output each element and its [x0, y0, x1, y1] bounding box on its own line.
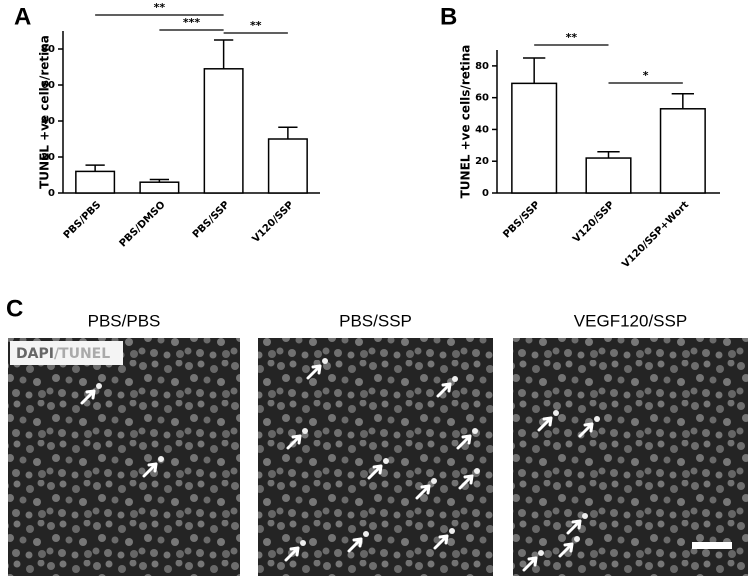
y-tick-label: 20 — [41, 152, 55, 163]
tunel-cell — [383, 458, 389, 464]
stain-label: DAPI/TUNEL — [16, 346, 110, 362]
x-tick-label: V120/SSP — [571, 199, 617, 245]
tunel-cell — [474, 468, 480, 474]
bar — [75, 170, 116, 194]
micrograph — [8, 338, 240, 576]
stain-tunel: /TUNEL — [54, 346, 110, 362]
arrow — [566, 519, 582, 535]
y-tick-label: 80 — [41, 44, 55, 55]
significance-label: ** — [154, 1, 166, 14]
tunel-cell — [158, 456, 164, 462]
tunel-cell — [553, 410, 559, 416]
arrow — [558, 542, 574, 558]
stain-label-bg — [10, 341, 123, 365]
y-tick-label: 60 — [41, 80, 55, 91]
arrow — [537, 416, 553, 432]
image-title: PBS/SSP — [339, 311, 412, 330]
x-tick-label: PBS/SSP — [501, 199, 542, 240]
arrow — [436, 382, 452, 398]
tunel-cell — [449, 528, 455, 534]
arrow — [347, 537, 363, 553]
arrow — [415, 484, 431, 500]
scale-bar — [692, 542, 732, 549]
arrow — [80, 389, 96, 405]
bar — [203, 68, 244, 194]
micrograph — [258, 338, 493, 576]
arrow — [367, 464, 383, 480]
tunel-cell — [302, 428, 308, 434]
image-title: VEGF120/SSP — [574, 311, 687, 330]
arrow — [433, 534, 449, 550]
arrow — [578, 422, 594, 438]
arrow — [306, 364, 322, 380]
x-tick-label: PBS/PBS — [62, 199, 104, 241]
arrow — [286, 434, 302, 450]
tunel-cell — [322, 358, 328, 364]
y-axis-label: TUNEL +ve cells/retina — [38, 35, 52, 189]
bar — [267, 138, 308, 194]
y-tick-label: 0 — [48, 188, 55, 199]
arrow — [458, 474, 474, 490]
image-title: PBS/PBS — [88, 311, 161, 330]
arrow — [522, 556, 538, 572]
y-tick-label: 0 — [482, 188, 489, 199]
panel-label: B — [440, 3, 457, 30]
y-axis-label: TUNEL +ve cells/retina — [459, 45, 473, 199]
tunel-cell — [574, 536, 580, 542]
bar — [139, 181, 180, 194]
bar — [659, 108, 706, 194]
x-tick-label: V120/SSP+Wort — [620, 199, 691, 270]
tunel-cell — [431, 478, 437, 484]
panel-label: A — [14, 3, 31, 30]
y-tick-label: 80 — [475, 61, 489, 72]
micrograph — [513, 338, 748, 576]
x-tick-label: PBS/SSP — [191, 199, 232, 240]
y-tick-label: 60 — [475, 93, 489, 104]
bar — [511, 82, 558, 194]
y-tick-label: 40 — [475, 124, 489, 135]
bar — [585, 157, 632, 194]
tunel-cell — [538, 550, 544, 556]
tunel-cell — [472, 428, 478, 434]
arrow — [456, 434, 472, 450]
arrow — [142, 462, 158, 478]
tunel-cell — [96, 383, 102, 389]
x-tick-label: V120/SSP — [250, 199, 296, 245]
significance-label: *** — [183, 16, 201, 29]
significance-label: * — [643, 69, 649, 82]
panel-label: C — [6, 295, 23, 322]
tunel-cell — [363, 531, 369, 537]
arrow — [284, 546, 300, 562]
tunel-cell — [452, 376, 458, 382]
significance-label: ** — [250, 19, 262, 32]
significance-label: ** — [566, 31, 578, 44]
tunel-cell — [582, 513, 588, 519]
y-tick-label: 20 — [475, 156, 489, 167]
y-tick-label: 40 — [41, 116, 55, 127]
stain-dapi: DAPI — [16, 346, 54, 362]
tunel-cell — [300, 540, 306, 546]
tunel-cell — [594, 416, 600, 422]
x-tick-label: PBS/DMSO — [118, 199, 168, 249]
